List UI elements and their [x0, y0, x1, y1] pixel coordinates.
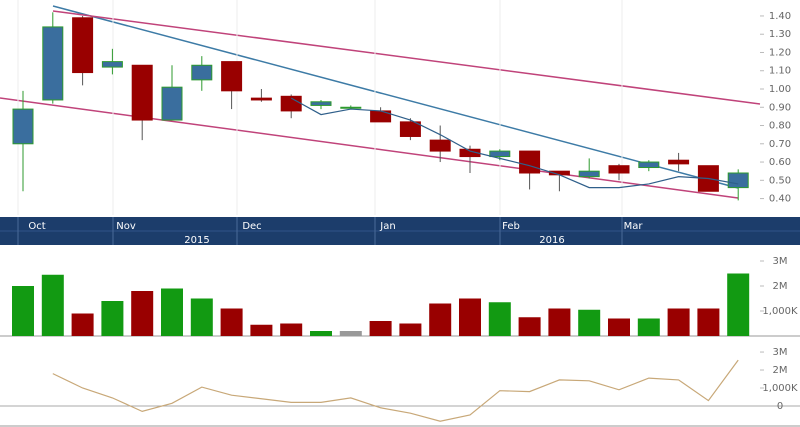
volume-bar: [727, 273, 750, 336]
y-tick-label: 0.50: [769, 175, 791, 186]
month-label: Dec: [242, 221, 261, 232]
candle-body: [429, 139, 451, 152]
y-tick-label: 0: [777, 401, 783, 412]
channel-lower: [0, 97, 739, 199]
candle-body: [221, 61, 243, 92]
y-tick-label: 3M: [773, 347, 788, 358]
volume-bar: [697, 308, 720, 336]
candle-body: [608, 165, 630, 174]
volume-bar: [339, 331, 362, 336]
candle-body: [161, 86, 183, 121]
candle-body: [72, 17, 94, 74]
year-label: 2015: [184, 235, 209, 246]
y-tick-label: 2M: [773, 281, 788, 292]
y-tick-label: 1.20: [769, 47, 791, 58]
date-axis: Oct Nov Dec Jan Feb Mar 2015 2016: [17, 217, 644, 246]
candle-body: [191, 64, 213, 81]
moving-average: [290, 97, 739, 189]
month-label: Nov: [116, 221, 136, 232]
volume-bar: [637, 318, 660, 336]
candle-body: [668, 159, 690, 165]
candle-body: [310, 101, 332, 106]
y-tick-label: 1.40: [769, 11, 791, 22]
y-tick-label: 0.40: [769, 194, 791, 205]
candle-body: [131, 64, 153, 121]
volume-bar: [429, 303, 452, 336]
trend-line: [52, 5, 739, 189]
y-tick-label: 2M: [773, 365, 788, 376]
y-tick-label: 1,000K: [762, 383, 798, 394]
volume-bar: [608, 318, 630, 336]
candle-body: [250, 97, 272, 101]
volume-bar: [71, 313, 94, 336]
volume-bar: [190, 298, 213, 336]
volume-bar: [12, 286, 34, 336]
candle-body: [459, 148, 481, 158]
y-tick-label: 1.10: [769, 66, 791, 77]
year-label: 2016: [539, 235, 564, 246]
candle-body: [489, 150, 511, 158]
volume-bar: [41, 274, 64, 336]
candle-body: [12, 108, 34, 145]
candle-body: [340, 106, 362, 109]
volume-bar: [667, 308, 690, 336]
y-tick-label: 1.00: [769, 84, 791, 95]
candle-body: [101, 61, 123, 68]
volume-bar: [578, 309, 601, 336]
volume-bar: [161, 288, 183, 336]
candle-body: [42, 26, 64, 101]
candle-body: [399, 121, 421, 137]
candle-body: [727, 172, 749, 189]
volume-bar: [548, 308, 571, 336]
y-tick-label: 1.30: [769, 29, 791, 40]
volume-bar: [518, 317, 541, 336]
volume-bar: [310, 331, 332, 336]
y-tick-label: 0.90: [769, 102, 791, 113]
volume-bar: [220, 308, 243, 336]
y-tick-label: 3M: [773, 256, 788, 267]
y-tick-label: 0.60: [769, 157, 791, 168]
volume-bar: [280, 323, 303, 336]
volume-bar: [399, 323, 422, 336]
month-label: Jan: [379, 221, 395, 232]
y-tick-label: 0.70: [769, 139, 791, 150]
volume-bar: [101, 301, 124, 336]
volume-bar: [131, 291, 154, 336]
indicator-line: [52, 359, 739, 422]
candle-body: [578, 170, 600, 178]
volume-bar: [369, 321, 392, 336]
volume-bar: [459, 298, 481, 336]
candle-body: [638, 161, 660, 169]
volume-bar: [250, 324, 273, 336]
candle-body: [519, 150, 541, 174]
y-tick-label: 1,000K: [762, 306, 798, 317]
channel-upper: [52, 10, 761, 105]
y-tick-label: 0.80: [769, 121, 791, 132]
volume-bar: [488, 302, 511, 336]
month-label: Feb: [502, 221, 520, 232]
month-label: Oct: [28, 221, 45, 232]
month-label: Mar: [624, 221, 644, 232]
